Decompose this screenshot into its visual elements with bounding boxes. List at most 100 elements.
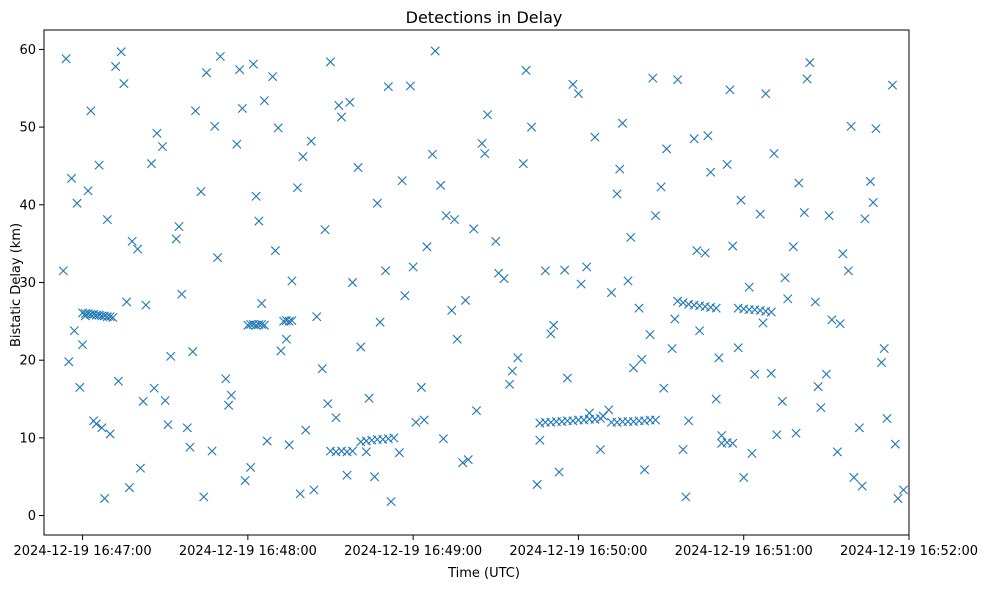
data-point — [240, 476, 250, 486]
data-point — [284, 316, 294, 326]
data-point — [212, 253, 223, 263]
data-point — [684, 416, 694, 426]
data-point — [477, 138, 487, 149]
data-point — [105, 429, 115, 439]
data-point — [298, 152, 308, 162]
data-point — [248, 59, 258, 69]
y-axis: 0 10 20 30 40 50 60 — [19, 43, 44, 524]
data-point — [504, 379, 515, 389]
data-point — [832, 447, 842, 457]
data-point — [174, 221, 184, 232]
data-point — [312, 312, 322, 322]
data-point — [235, 65, 245, 75]
data-point — [876, 357, 887, 368]
y-tick-label: 30 — [19, 276, 36, 291]
data-point — [75, 382, 85, 392]
data-point — [480, 148, 490, 159]
data-point — [320, 225, 330, 235]
data-point — [215, 51, 225, 62]
y-tick-label: 50 — [19, 121, 36, 136]
data-point — [725, 85, 735, 95]
data-point — [246, 462, 256, 472]
data-point — [711, 303, 721, 313]
data-point — [394, 448, 404, 458]
data-point — [262, 436, 272, 446]
data-point — [317, 364, 327, 374]
data-point — [799, 207, 809, 218]
data-point — [670, 314, 680, 324]
y-tick-label: 0 — [28, 509, 36, 524]
data-point — [750, 369, 760, 379]
data-point — [163, 420, 173, 430]
data-point — [549, 320, 559, 330]
data-point — [573, 89, 584, 99]
data-point — [695, 326, 705, 336]
data-point — [805, 58, 815, 68]
data-point — [146, 159, 157, 169]
data-point — [843, 266, 853, 276]
data-point — [201, 68, 212, 78]
data-point — [711, 394, 721, 404]
data-point — [199, 492, 209, 502]
data-point — [210, 121, 220, 131]
data-point — [868, 197, 878, 208]
data-point — [780, 273, 790, 283]
data-point — [347, 277, 358, 288]
data-point — [331, 413, 341, 423]
data-point — [389, 433, 399, 443]
data-point — [728, 241, 738, 251]
data-point — [430, 46, 440, 56]
x-tick-label: 2024-12-19 16:48:00 — [179, 544, 317, 559]
data-point — [890, 439, 900, 449]
data-point — [783, 294, 793, 304]
data-point — [375, 317, 385, 327]
data-point — [356, 342, 366, 352]
data-point — [736, 195, 746, 205]
data-point — [615, 164, 625, 174]
data-point — [460, 295, 471, 305]
data-point — [788, 242, 798, 252]
data-point — [898, 485, 909, 495]
data-point — [860, 214, 870, 224]
y-tick-label: 60 — [19, 43, 36, 58]
data-point — [287, 315, 297, 326]
data-point — [116, 47, 126, 57]
data-point — [336, 112, 347, 122]
data-point — [135, 463, 146, 473]
data-point — [64, 357, 74, 367]
data-point — [661, 144, 672, 154]
data-point — [458, 458, 468, 468]
data-point — [595, 413, 606, 424]
data-point — [276, 346, 286, 356]
data-point — [518, 159, 528, 169]
data-point — [111, 61, 121, 72]
data-point — [849, 472, 859, 483]
data-point — [882, 413, 892, 424]
data-point — [590, 132, 600, 142]
data-point — [152, 128, 162, 138]
data-point — [703, 131, 713, 141]
data-point — [650, 415, 661, 425]
data-point — [554, 467, 564, 477]
data-point — [254, 216, 264, 226]
data-point — [185, 442, 195, 452]
data-point — [810, 297, 820, 307]
data-point — [673, 296, 683, 306]
x-tick-label: 2024-12-19 16:50:00 — [509, 544, 647, 559]
data-point — [452, 334, 462, 344]
data-point — [306, 136, 316, 146]
data-point — [755, 209, 765, 219]
data-point — [251, 191, 261, 201]
data-point — [141, 300, 151, 310]
data-point — [386, 497, 396, 507]
data-point — [645, 329, 655, 340]
data-point — [127, 236, 137, 246]
data-point — [747, 448, 757, 459]
data-point — [295, 489, 305, 499]
data-point — [595, 444, 606, 455]
data-point — [893, 493, 903, 504]
data-point — [513, 353, 523, 363]
data-point — [347, 446, 358, 456]
data-point — [149, 383, 159, 393]
